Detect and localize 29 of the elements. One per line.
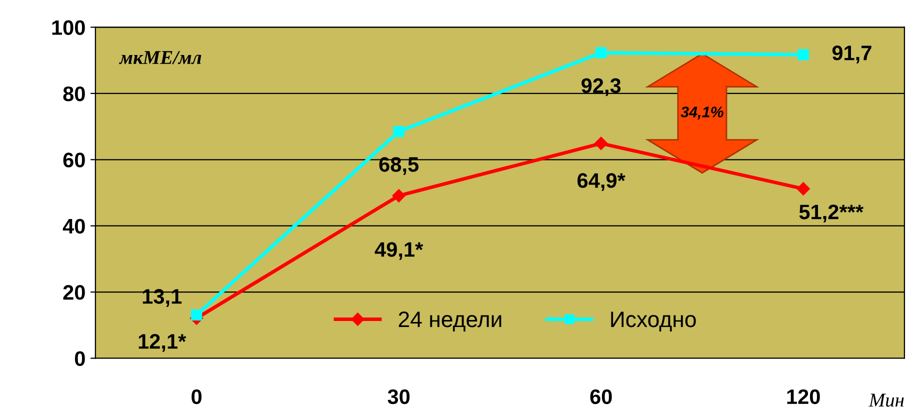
legend-label: Исходно: [611, 312, 696, 332]
y-axis-title: мкМЕ/мл: [119, 51, 202, 64]
x-tick-label: 30: [388, 389, 410, 404]
y-tick-label: 100: [52, 20, 85, 35]
point: [796, 182, 810, 196]
x-tick-label: 60: [590, 389, 612, 404]
data-label: 92,3: [582, 78, 621, 96]
annotation: 34,1%: [680, 106, 724, 120]
data-label: 91,7: [832, 46, 872, 64]
data-label: 68,5: [379, 157, 419, 175]
data-label: 64,9*: [578, 173, 626, 191]
point: [596, 47, 607, 58]
data-label: 51,2***: [799, 204, 864, 222]
point: [191, 309, 202, 320]
point: [594, 136, 608, 150]
x-tick-label: 0: [192, 389, 202, 404]
y-tick-label: 0: [74, 351, 85, 366]
point: [798, 49, 809, 60]
point: [392, 189, 406, 202]
y-tick-label: 80: [63, 86, 85, 102]
y-tick-label: 40: [62, 218, 85, 234]
data-label: 12,1*: [138, 334, 186, 352]
x-axis-title: Мин: [868, 394, 904, 407]
y-tick-label: 60: [63, 152, 85, 168]
point: [393, 126, 404, 138]
y-tick-label: 20: [63, 285, 85, 300]
x-tick-label: 120: [787, 389, 820, 404]
data-label: 49,1*: [374, 242, 424, 260]
legend-label: 24 недели: [398, 311, 502, 332]
